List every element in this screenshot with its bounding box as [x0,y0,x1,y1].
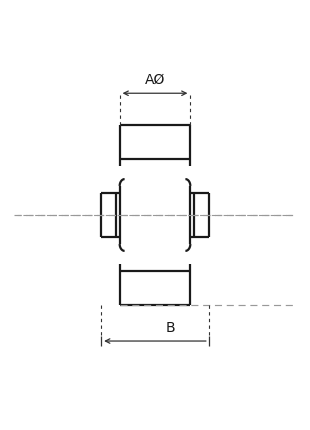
Text: B: B [166,322,175,335]
Text: AØ: AØ [145,72,165,86]
